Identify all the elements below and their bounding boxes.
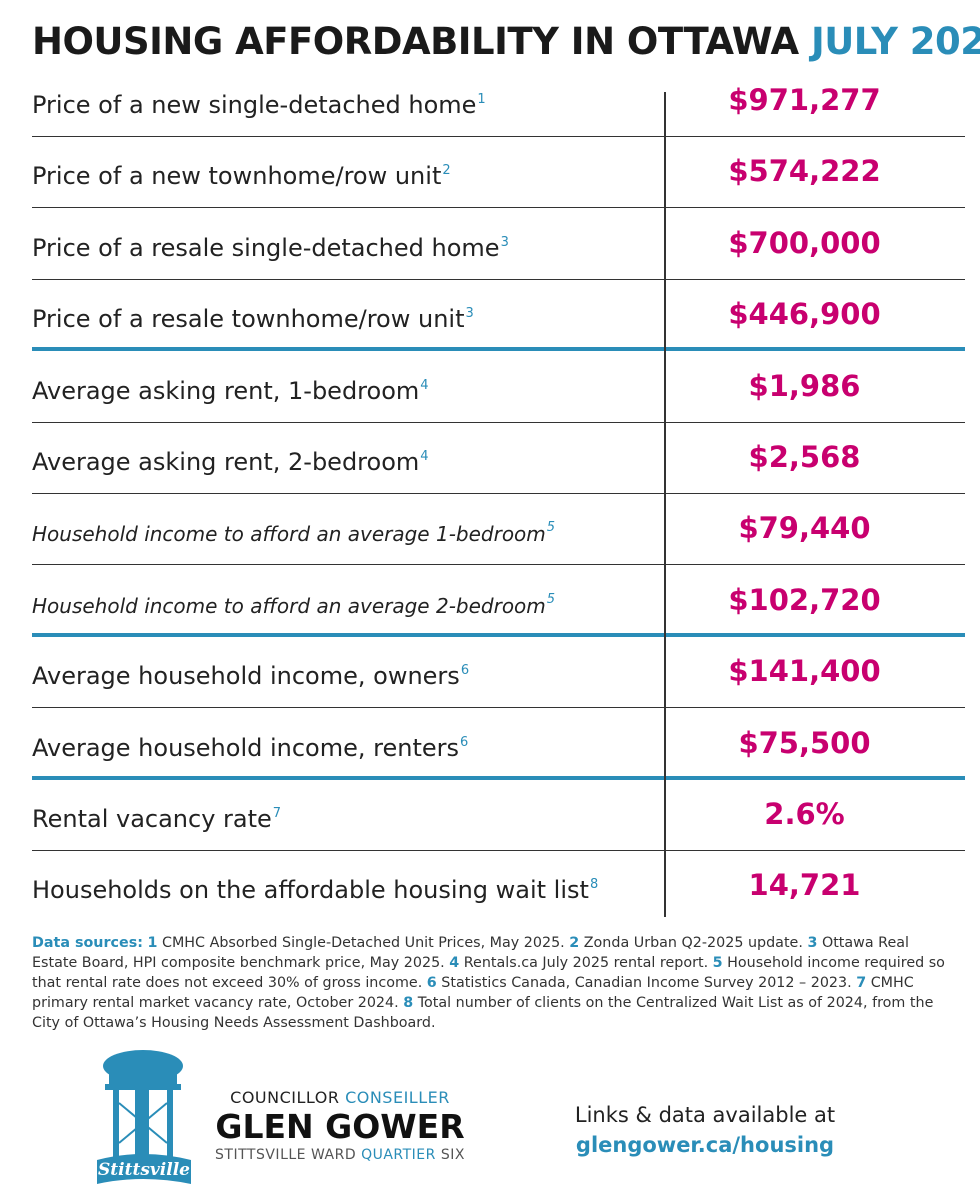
row-value: $102,720 bbox=[728, 582, 881, 617]
table-row: Household income to afford an average 2-… bbox=[32, 566, 965, 637]
table-row: Price of a resale townhome/row unit3 $446… bbox=[32, 280, 965, 353]
source-num: 4 bbox=[449, 955, 460, 971]
label-text: Households on the affordable housing wai… bbox=[32, 876, 589, 905]
footnote-ref: 6 bbox=[460, 734, 469, 750]
source-num: 8 bbox=[403, 995, 414, 1011]
label-text: Household income to afford an average 1-… bbox=[32, 522, 546, 547]
footnote-ref: 2 bbox=[442, 163, 451, 179]
table-row: Rental vacancy rate7 2.6% bbox=[32, 780, 965, 851]
row-label: Household income to afford an average 1-… bbox=[32, 494, 555, 568]
ward: STITTSVILLE WARD bbox=[215, 1147, 357, 1163]
row-value: $1,986 bbox=[748, 368, 861, 403]
table-row: Price of a new single-detached home1 $971… bbox=[32, 66, 965, 137]
footnote-ref: 5 bbox=[546, 591, 556, 607]
table-row: Average asking rent, 1-bedroom4 $1,986 bbox=[32, 352, 965, 423]
ward-num: SIX bbox=[440, 1147, 465, 1163]
row-value: $446,900 bbox=[728, 297, 881, 332]
row-value: $79,440 bbox=[738, 511, 871, 546]
table-row: Household income to afford an average 1-… bbox=[32, 494, 965, 568]
label-text: Average household income, renters bbox=[32, 733, 460, 762]
ward-fr: QUARTIER bbox=[361, 1147, 436, 1163]
links-text: Links & data available at bbox=[574, 1103, 836, 1127]
councillor-block: COUNCILLOR CONSEILLER GLEN GOWER STITTSV… bbox=[215, 1088, 465, 1163]
label-text: Average household income, owners bbox=[32, 662, 460, 691]
label-text: Rental vacancy rate bbox=[32, 805, 272, 833]
label-text: Price of a resale single-detached home bbox=[32, 233, 500, 262]
table-row: Average household income, renters6 $75,50… bbox=[32, 709, 965, 780]
role: COUNCILLOR bbox=[230, 1088, 340, 1107]
row-value: $75,500 bbox=[738, 725, 871, 760]
footnote-ref: 4 bbox=[420, 449, 429, 464]
name: GLEN GOWER bbox=[215, 1107, 465, 1146]
table-row: Households on the affordable housing wai… bbox=[32, 851, 965, 922]
row-value: $2,568 bbox=[748, 440, 861, 474]
source-num: 1 bbox=[147, 935, 158, 951]
table-row: Average household income, owners6 $141,40… bbox=[32, 637, 965, 710]
source-text: Ottawa Real Estate Board, HPI composite … bbox=[32, 935, 909, 971]
label-text: Price of a resale townhome/row unit bbox=[32, 305, 465, 334]
row-label: Price of a resale townhome/row unit3 bbox=[32, 280, 474, 353]
source-text: Rentals.ca July 2025 rental report. bbox=[463, 955, 709, 971]
links-url[interactable]: glengower.ca/housing bbox=[575, 1133, 835, 1157]
source-num: 7 bbox=[856, 975, 867, 991]
row-label: Average asking rent, 2-bedroom4 bbox=[32, 423, 429, 496]
row-value: 14,721 bbox=[748, 868, 861, 903]
table-row: Price of a resale single-detached home3 $… bbox=[32, 209, 965, 280]
title: HOUSING AFFORDABILITY IN OTTAWA JULY 202… bbox=[32, 20, 980, 63]
source-text: Statistics Canada, Canadian Income Surve… bbox=[441, 975, 852, 991]
label-text: Household income to afford an average 2-… bbox=[32, 593, 546, 618]
footnote-ref: 8 bbox=[589, 877, 599, 893]
row-value: 2.6% bbox=[764, 797, 845, 831]
source-text: CMHC Absorbed Single-Detached Unit Price… bbox=[161, 935, 565, 951]
footnote-ref: 6 bbox=[460, 663, 470, 679]
footnote-ref: 3 bbox=[500, 234, 509, 250]
row-label: Households on the affordable housing wai… bbox=[32, 851, 598, 924]
source-text: CMHC primary rental market vacancy rate,… bbox=[32, 975, 914, 1011]
source-num: 2 bbox=[569, 935, 580, 951]
row-value: $574,222 bbox=[728, 154, 881, 189]
sources: Data sources: 1 CMHC Absorbed Single-Det… bbox=[32, 933, 957, 1033]
footnote-ref: 5 bbox=[546, 520, 556, 536]
title-text: HOUSING AFFORDABILITY IN OTTAWA bbox=[32, 20, 799, 63]
source-text: Total number of clients on the Centraliz… bbox=[32, 995, 934, 1031]
source-text: Zonda Urban Q2-2025 update. bbox=[583, 935, 803, 951]
table-row: Average asking rent, 2-bedroom4 $2,568 bbox=[32, 423, 965, 494]
column-divider bbox=[664, 92, 666, 917]
row-label: Average asking rent, 1-bedroom4 bbox=[32, 352, 429, 425]
row-value: $141,400 bbox=[728, 654, 881, 689]
source-num: 5 bbox=[712, 955, 723, 971]
source-num: 6 bbox=[426, 975, 437, 991]
label-text: Price of a new single-detached home bbox=[32, 91, 477, 119]
label-text: Price of a new townhome/row unit bbox=[32, 162, 442, 191]
row-label: Household income to afford an average 2-… bbox=[32, 566, 555, 640]
footnote-ref: 7 bbox=[272, 806, 282, 821]
row-label: Price of a new single-detached home1 bbox=[32, 66, 486, 139]
footnote-ref: 1 bbox=[477, 92, 486, 107]
source-num: 3 bbox=[807, 935, 818, 951]
label-text: Average asking rent, 2-bedroom bbox=[32, 448, 420, 476]
title-date: JULY 2025 bbox=[810, 20, 980, 63]
sources-heading: Data sources: bbox=[32, 935, 143, 951]
links: Links & data available at glengower.ca/h… bbox=[555, 1100, 855, 1160]
row-label: Average household income, renters6 bbox=[32, 709, 468, 782]
footnote-ref: 4 bbox=[420, 377, 429, 393]
footnote-ref: 3 bbox=[465, 306, 474, 322]
row-value: $971,277 bbox=[728, 83, 881, 117]
role-fr: CONSEILLER bbox=[345, 1088, 450, 1107]
row-value: $700,000 bbox=[728, 225, 881, 260]
logo: Stittsville bbox=[97, 1050, 191, 1184]
table-row: Price of a new townhome/row unit2 $574,22… bbox=[32, 137, 965, 210]
row-label: Price of a new townhome/row unit2 bbox=[32, 137, 451, 210]
row-label: Rental vacancy rate7 bbox=[32, 780, 281, 853]
logo-text: Stittsville bbox=[98, 1160, 190, 1180]
source-text: Household income required so that rental… bbox=[32, 955, 945, 991]
row-label: Price of a resale single-detached home3 bbox=[32, 209, 509, 282]
row-label: Average household income, owners6 bbox=[32, 637, 469, 710]
label-text: Average asking rent, 1-bedroom bbox=[32, 376, 420, 405]
